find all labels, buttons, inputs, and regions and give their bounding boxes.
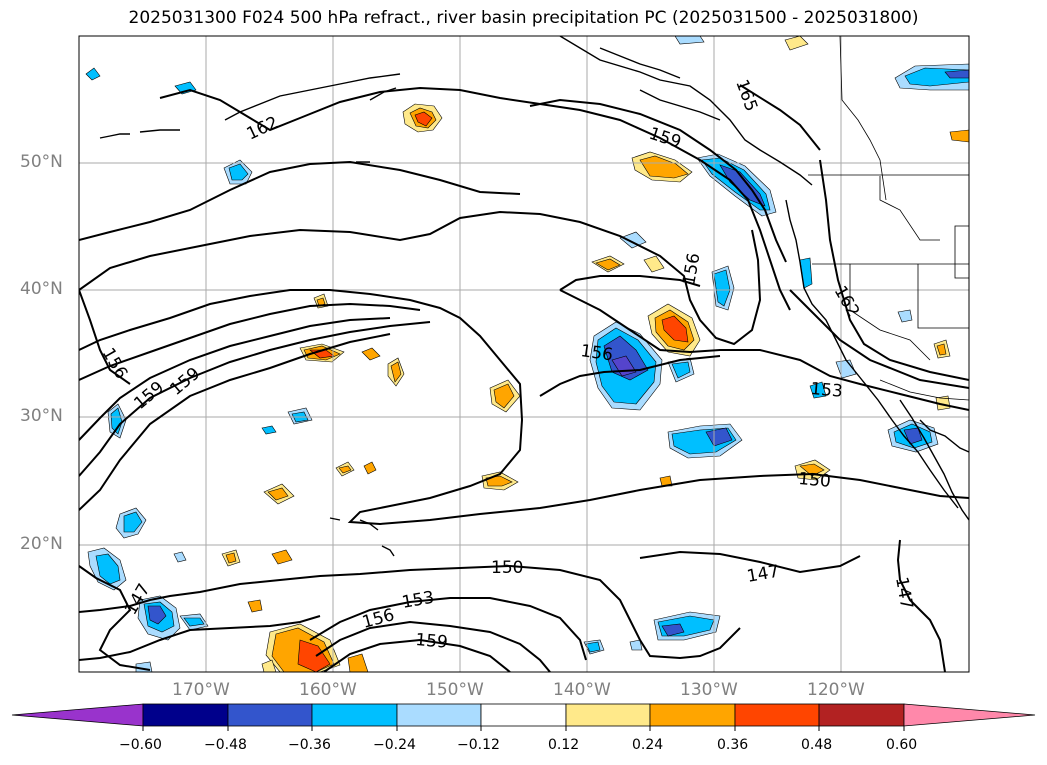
colorbar-tick-label: −0.60	[119, 737, 162, 753]
colorbar-segment	[480, 703, 567, 727]
colorbar-tick-label: 0.60	[886, 737, 918, 753]
colorbar-tick-label: −0.48	[204, 737, 247, 753]
colorbar-tick-label: −0.36	[288, 737, 331, 753]
precip-anomalies	[85, 36, 969, 672]
lon-label: 150°W	[426, 680, 484, 700]
colorbar-segment	[142, 703, 229, 727]
lon-label: 120°W	[807, 680, 865, 700]
refractivity-contours	[79, 84, 969, 672]
map-area	[79, 36, 969, 672]
lon-label: 160°W	[299, 680, 357, 700]
colorbar-tick-label: 0.48	[801, 737, 833, 753]
map-frame	[78, 35, 970, 673]
state-borders	[808, 36, 969, 401]
lon-label: 170°W	[172, 680, 230, 700]
lat-label: 40°N	[20, 279, 63, 299]
colorbar-segment	[649, 703, 736, 727]
colorbar	[11, 703, 1036, 731]
colorbar-segment	[818, 703, 905, 727]
contour-label: 156	[579, 341, 614, 365]
colorbar-segment	[396, 703, 482, 727]
colorbar-tick-label: −0.12	[457, 737, 500, 753]
coastlines	[99, 36, 969, 557]
colorbar-segment	[227, 703, 313, 727]
colorbar-tick-label: 0.24	[632, 737, 664, 753]
colorbar-segment	[311, 703, 398, 727]
lon-label: 140°W	[553, 680, 611, 700]
contour-label: 150	[798, 469, 832, 492]
lat-label: 50°N	[20, 152, 63, 172]
colorbar-tick-label: 0.36	[717, 737, 749, 753]
map-title: 2025031300 F024 500 hPa refract., river …	[128, 8, 919, 28]
contour-label: 150	[491, 558, 523, 578]
lon-label: 130°W	[680, 680, 738, 700]
colorbar-segment	[565, 703, 651, 727]
colorbar-segment	[903, 703, 1036, 727]
lat-label: 20°N	[20, 534, 63, 554]
colorbar-tick-label: 0.12	[548, 737, 580, 753]
colorbar-segment	[11, 703, 144, 727]
contour-label: 153	[810, 379, 844, 402]
colorbar-segment	[734, 703, 820, 727]
contour-label: 159	[415, 630, 449, 653]
colorbar-tick-label: −0.24	[373, 737, 416, 753]
lat-label: 30°N	[20, 406, 63, 426]
